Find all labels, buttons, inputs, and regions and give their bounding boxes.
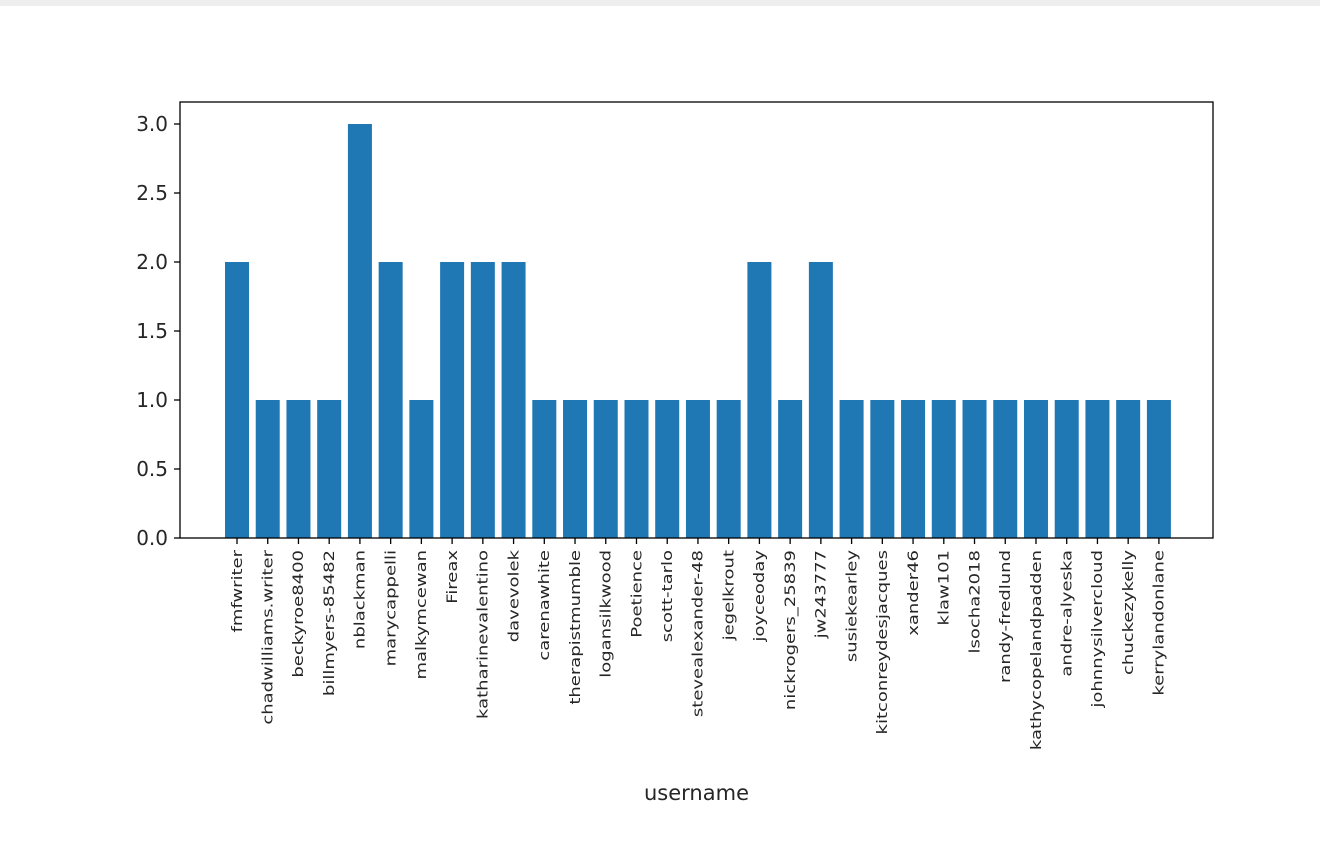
x-tick-label: susiekearley xyxy=(843,549,860,662)
bars-group xyxy=(225,124,1171,538)
x-tick-label: kerrylandonlane xyxy=(1151,550,1168,696)
x-axis-label: username xyxy=(644,781,749,805)
bar xyxy=(778,400,803,538)
bar xyxy=(1146,400,1171,538)
bar xyxy=(1116,400,1141,538)
bar xyxy=(1085,400,1110,538)
x-tick-label: katharinevalentino xyxy=(475,550,492,719)
x-tick-label: beckyroe8400 xyxy=(290,550,307,678)
plot-frame xyxy=(179,101,1214,539)
y-tick-label: 1.0 xyxy=(136,388,168,412)
y-tick-label: 2.0 xyxy=(136,250,168,274)
x-tick-label: billmyers-85482 xyxy=(321,550,338,696)
x-tick-label: Poetience xyxy=(628,550,645,638)
x-tick-label: jw243777 xyxy=(813,550,830,639)
x-tick-label: marycappelli xyxy=(382,550,399,666)
bar xyxy=(347,124,372,538)
bar xyxy=(440,262,465,538)
x-tick-label: johnnysilvercloud xyxy=(1089,550,1106,709)
y-tick-label: 1.5 xyxy=(136,319,168,343)
x-tick-label: xander46 xyxy=(905,550,922,636)
y-axis: 0.0 0.5 1.0 1.5 2.0 2.5 3.0 xyxy=(136,112,180,550)
x-tick-label: chadwilliams.writer xyxy=(259,550,276,725)
bar xyxy=(1054,400,1079,538)
x-tick-label: nblackman xyxy=(352,550,369,649)
x-tick-label: therapistmumble xyxy=(567,550,584,705)
bar xyxy=(378,262,403,538)
bar xyxy=(685,400,710,538)
bar xyxy=(317,400,342,538)
bar xyxy=(747,262,772,538)
y-tick-label: 0.5 xyxy=(136,457,168,481)
x-tick-label: davevolek xyxy=(505,549,522,642)
bar xyxy=(286,400,311,538)
bar xyxy=(962,400,987,538)
window-top-strip xyxy=(0,0,1320,6)
bar xyxy=(993,400,1018,538)
bar xyxy=(870,400,895,538)
x-tick-label: klaw101 xyxy=(936,550,953,625)
bar xyxy=(931,400,956,538)
x-tick-label: nickrogers_25839 xyxy=(782,550,799,710)
y-tick-label: 0.0 xyxy=(136,526,168,550)
y-tick-label: 3.0 xyxy=(136,112,168,136)
x-axis: fmfwriter chadwilliams.writer beckyroe8400… xyxy=(229,538,1167,750)
bar xyxy=(624,400,649,538)
bar xyxy=(563,400,588,538)
x-tick-label: malkymcewan xyxy=(413,550,430,680)
x-tick-label: kathycopelandpadden xyxy=(1028,550,1045,750)
x-tick-label: chuckezykelly xyxy=(1120,550,1137,675)
bar xyxy=(225,262,249,538)
bar xyxy=(839,400,864,538)
x-tick-label: kitconreydesjacques xyxy=(874,550,891,734)
x-tick-label: jegelkrout xyxy=(720,550,737,642)
bar xyxy=(808,262,833,538)
x-tick-label: Fireax xyxy=(444,549,461,603)
bar xyxy=(901,400,926,538)
bar xyxy=(501,262,526,538)
x-tick-label: randy-fredlund xyxy=(997,550,1014,683)
x-tick-label: lsocha2018 xyxy=(966,550,983,653)
x-tick-label: logansilkwood xyxy=(597,550,614,678)
x-tick-label: carenawhite xyxy=(536,550,553,661)
bar xyxy=(593,400,618,538)
bar xyxy=(532,400,557,538)
x-tick-label: andre-alyeska xyxy=(1058,550,1075,677)
y-tick-label: 2.5 xyxy=(136,181,168,205)
x-tick-label: scott-tarlo xyxy=(659,550,676,642)
bar xyxy=(655,400,680,538)
bar xyxy=(470,262,495,538)
bar xyxy=(409,400,434,538)
x-tick-label: joyceoday xyxy=(751,549,768,642)
bar xyxy=(255,400,280,538)
x-tick-label: stevealexander-48 xyxy=(690,550,707,717)
bar xyxy=(716,400,741,538)
bar xyxy=(1023,400,1048,538)
x-tick-label: fmfwriter xyxy=(229,550,246,633)
